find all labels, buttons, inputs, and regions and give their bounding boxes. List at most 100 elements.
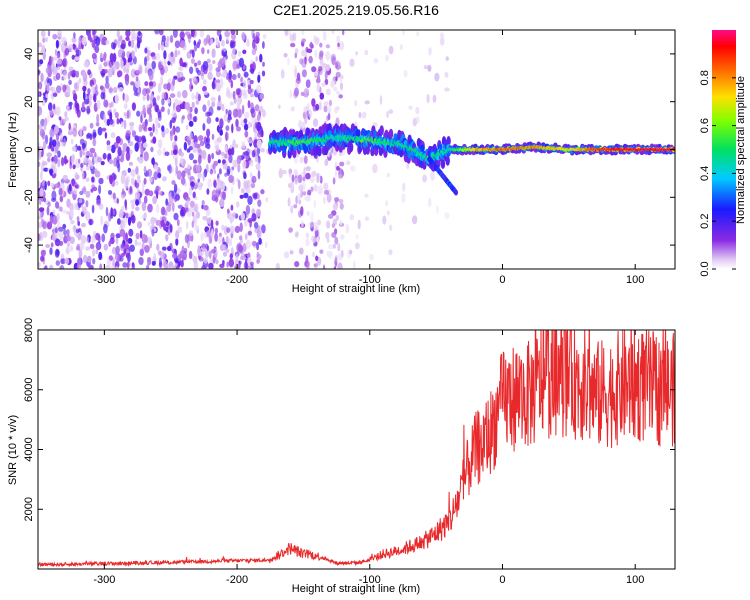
noise-speckle (210, 96, 216, 103)
noise-speckle (281, 169, 287, 175)
noise-speckle (81, 36, 87, 46)
noise-speckle (156, 243, 160, 251)
noise-speckle (249, 149, 253, 155)
noise-speckle (295, 77, 301, 84)
noise-speckle (303, 166, 306, 177)
noise-speckle (137, 31, 142, 36)
noise-speckle (229, 101, 234, 106)
noise-speckle (74, 56, 80, 61)
noise-speckle (91, 204, 95, 214)
noise-speckle (334, 255, 338, 263)
noise-speckle (123, 112, 127, 117)
noise-speckle (152, 195, 158, 205)
noise-speckle (158, 257, 162, 267)
noise-speckle (59, 240, 64, 246)
noise-speckle (113, 141, 119, 149)
noise-speckle (216, 106, 221, 111)
noise-speckle (203, 257, 208, 264)
noise-speckle (40, 72, 44, 83)
noise-speckle (331, 30, 335, 35)
noise-speckle (305, 46, 309, 53)
noise-speckle (161, 92, 167, 101)
noise-speckle (49, 109, 54, 116)
noise-speckle (54, 144, 59, 154)
noise-speckle (174, 135, 178, 142)
noise-speckle (39, 187, 44, 197)
noise-speckle (98, 184, 102, 195)
noise-speckle (179, 57, 183, 67)
noise-speckle (208, 262, 214, 269)
noise-speckle (338, 94, 344, 99)
noise-speckle (300, 189, 304, 198)
noise-speckle (232, 108, 238, 118)
noise-speckle (75, 174, 80, 180)
noise-speckle (108, 240, 111, 247)
noise-speckle (115, 236, 119, 245)
ridge-cell (327, 123, 332, 133)
noise-speckle (148, 71, 154, 81)
noise-speckle (64, 257, 70, 265)
noise-speckle (118, 36, 122, 42)
noise-speckle (210, 249, 216, 254)
noise-speckle (114, 260, 120, 269)
noise-speckle (49, 128, 55, 138)
noise-speckle (256, 84, 262, 94)
noise-speckle (128, 40, 132, 47)
noise-speckle (197, 145, 201, 154)
noise-speckle (68, 44, 74, 52)
noise-speckle (41, 179, 46, 186)
noise-speckle (219, 263, 225, 268)
noise-speckle (50, 242, 54, 248)
noise-speckle (241, 256, 247, 261)
noise-speckle (318, 52, 324, 61)
noise-speckle (77, 231, 82, 241)
noise-speckle (290, 106, 295, 112)
noise-speckle (112, 52, 117, 63)
noise-speckle (119, 208, 124, 218)
noise-speckle (116, 198, 120, 204)
noise-speckle (125, 130, 131, 137)
noise-speckle (293, 204, 298, 209)
noise-speckle (198, 181, 201, 187)
noise-speckle (69, 209, 74, 217)
noise-speckle (315, 103, 320, 111)
noise-speckle (129, 244, 135, 252)
noise-speckle (155, 117, 159, 126)
noise-speckle (157, 82, 162, 93)
noise-speckle (82, 185, 87, 195)
noise-speckle (308, 221, 314, 228)
noise-speckle (81, 222, 86, 228)
noise-speckle (240, 77, 243, 83)
noise-speckle (326, 105, 332, 115)
noise-speckle (222, 190, 227, 201)
noise-speckle (216, 83, 221, 92)
noise-speckle (323, 189, 330, 195)
noise-speckle (46, 152, 52, 158)
noise-speckle (230, 41, 236, 49)
noise-speckle (131, 130, 137, 138)
noise-speckle (338, 167, 343, 176)
noise-speckle (144, 81, 149, 87)
noise-speckle (313, 263, 318, 268)
colorbar (712, 30, 736, 269)
noise-speckle (265, 197, 269, 203)
noise-speckle (218, 168, 222, 175)
noise-speckle (146, 49, 151, 57)
noise-speckle (406, 163, 410, 170)
noise-speckle (60, 258, 66, 265)
spectrogram-heatmap (38, 30, 675, 269)
noise-speckle (309, 175, 315, 184)
noise-speckle (305, 238, 310, 247)
noise-speckle (226, 36, 229, 44)
noise-speckle (96, 199, 102, 206)
noise-speckle (73, 225, 77, 230)
noise-speckle (227, 109, 232, 117)
noise-speckle (243, 118, 248, 124)
ridge-cell (303, 144, 308, 153)
noise-speckle (123, 65, 127, 74)
noise-speckle (252, 39, 256, 50)
noise-speckle (388, 109, 394, 114)
noise-speckle (172, 30, 178, 38)
noise-speckle (92, 129, 97, 139)
noise-speckle (134, 191, 140, 199)
